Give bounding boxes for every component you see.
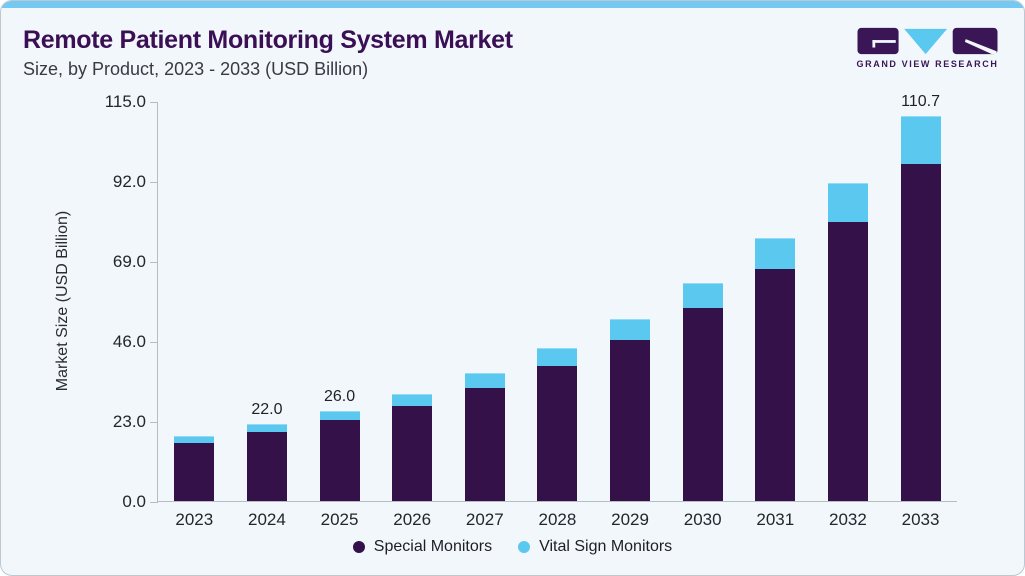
bar-2033: 110.7 2033 — [900, 92, 941, 529]
chart-subtitle: Size, by Product, 2023 - 2033 (USD Billi… — [23, 59, 369, 79]
bar-2032: 2032 — [827, 182, 868, 529]
y-tick-mark — [150, 342, 158, 343]
y-tick-label: 115.0 — [104, 92, 146, 111]
bar-2026: 2026 — [392, 393, 433, 529]
gvr-logo-text: GRAND VIEW RESEARCH — [856, 59, 999, 69]
legend-label: Vital Sign Monitors — [539, 538, 673, 555]
legend: Special Monitors Vital Sign Monitors — [1, 538, 1024, 556]
bar-2031: 2031 — [755, 238, 796, 529]
bar-segment-vital-sign-monitors-2024 — [246, 424, 287, 433]
x-axis-label-2029: 2029 — [611, 510, 649, 529]
bar-2030: 2030 — [682, 282, 723, 529]
y-tick-mark — [150, 262, 158, 263]
top-accent-bar — [1, 1, 1024, 8]
plot-area: 2023 22.0 2024 26.0 2025 2026 2027 2028 2029 2030… — [105, 92, 957, 529]
bar-segment-vital-sign-monitors-2030 — [682, 282, 723, 308]
header: Remote Patient Monitoring System Market … — [23, 25, 513, 80]
bar-segment-vital-sign-monitors-2025 — [319, 410, 360, 421]
page-title: Remote Patient Monitoring System Market — [23, 26, 513, 54]
bar-2028: 2028 — [537, 348, 578, 529]
x-axis-label-2024: 2024 — [248, 510, 286, 529]
bar-2024: 22.0 2024 — [246, 401, 287, 529]
y-tick-label: 92.0 — [112, 172, 146, 191]
bar-segment-special-monitors-2033 — [900, 163, 941, 501]
bar-segment-special-monitors-2027 — [464, 387, 505, 501]
y-tick-mark — [150, 502, 158, 503]
x-axis-label-2033: 2033 — [901, 510, 940, 529]
bar-2029: 2029 — [610, 318, 651, 529]
y-tick-label: 23.0 — [112, 412, 146, 431]
y-tick-label: 69.0 — [112, 252, 146, 271]
bar-segment-special-monitors-2031 — [755, 269, 796, 501]
bar-value-label-2033: 110.7 — [901, 92, 940, 110]
legend-item-special-monitors: Special Monitors — [352, 538, 493, 556]
bar-segment-vital-sign-monitors-2031 — [755, 238, 796, 270]
legend-label: Special Monitors — [373, 538, 493, 555]
legend-dot-icon — [352, 541, 365, 553]
bar-2027: 2027 — [464, 373, 505, 529]
bar-segment-special-monitors-2026 — [392, 405, 433, 501]
bar-segment-vital-sign-monitors-2027 — [464, 373, 505, 388]
bar-segment-special-monitors-2023 — [174, 442, 215, 501]
legend-item-vital-sign-monitors: Vital Sign Monitors — [518, 538, 672, 556]
bar-2025: 26.0 2025 — [319, 387, 360, 529]
bar-segment-vital-sign-monitors-2029 — [610, 318, 651, 341]
x-axis-label-2027: 2027 — [465, 510, 504, 529]
x-axis-label-2032: 2032 — [829, 510, 867, 529]
bar-segment-special-monitors-2030 — [682, 307, 723, 501]
y-tick-mark — [150, 182, 158, 183]
bar-segment-vital-sign-monitors-2028 — [537, 348, 578, 367]
gvr-logo-icon — [857, 27, 998, 55]
x-axis-label-2026: 2026 — [393, 510, 432, 529]
legend-dot-icon — [518, 541, 531, 553]
x-axis-label-2030: 2030 — [683, 510, 722, 529]
bar-segment-special-monitors-2025 — [319, 420, 360, 501]
bar-value-label-2025: 26.0 — [323, 387, 356, 405]
bar-2023: 2023 — [174, 436, 215, 529]
y-tick-label: 0.0 — [122, 492, 146, 511]
bar-segment-vital-sign-monitors-2023 — [174, 436, 215, 443]
x-axis-label-2025: 2025 — [320, 510, 359, 529]
bar-segment-vital-sign-monitors-2033 — [900, 115, 941, 164]
bar-segment-vital-sign-monitors-2032 — [827, 182, 868, 223]
y-tick-mark — [150, 102, 158, 103]
bar-value-label-2024: 22.0 — [251, 401, 283, 419]
gvr-logo: GRAND VIEW RESEARCH — [855, 27, 1000, 69]
bar-segment-special-monitors-2028 — [537, 366, 578, 501]
bars-container: 2023 22.0 2024 26.0 2025 2026 2027 2028 2029 2030… — [158, 93, 957, 529]
y-tick-label: 46.0 — [112, 332, 146, 351]
y-axis-title: Market Size (USD Billion) — [54, 210, 71, 392]
x-axis-label-2028: 2028 — [538, 510, 577, 529]
bar-segment-special-monitors-2024 — [246, 432, 287, 501]
y-tick-mark — [150, 422, 158, 423]
x-axis-label-2031: 2031 — [756, 510, 795, 529]
bar-segment-vital-sign-monitors-2026 — [392, 393, 433, 406]
x-axis-label-2023: 2023 — [175, 510, 214, 529]
bar-segment-special-monitors-2029 — [610, 340, 651, 501]
bar-segment-special-monitors-2032 — [827, 222, 868, 501]
